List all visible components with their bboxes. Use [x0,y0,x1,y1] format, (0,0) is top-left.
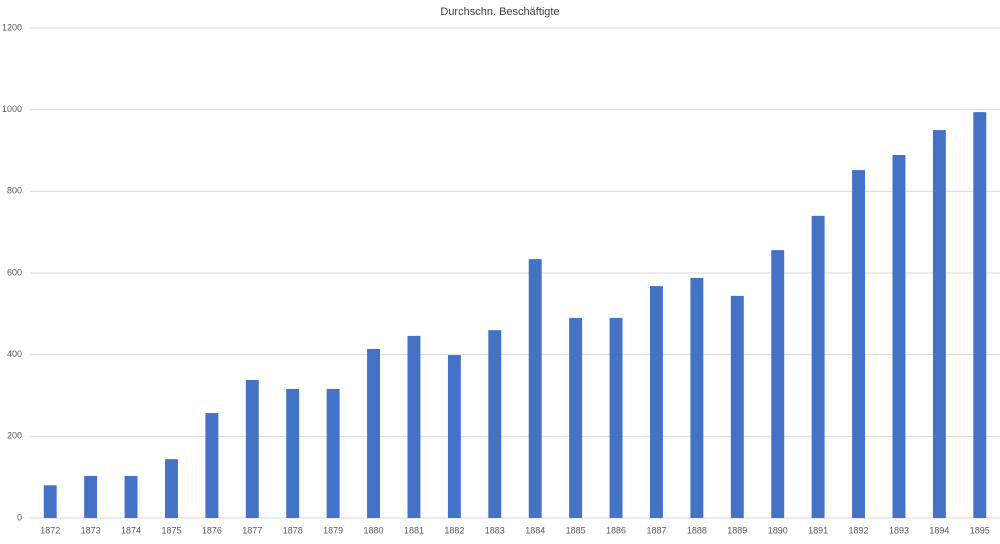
bar [286,388,300,518]
bar [488,330,502,518]
x-tick-label: 1892 [849,525,869,535]
bar [245,379,259,518]
x-tick-label: 1888 [687,525,707,535]
y-tick-label: 800 [7,186,22,196]
y-tick-label: 400 [7,349,22,359]
bar [932,130,946,519]
y-tick-label: 200 [7,431,22,441]
bar [164,459,178,518]
bar [649,286,663,518]
bar [124,475,138,518]
y-tick-label: 600 [7,267,22,277]
bar [528,259,542,518]
x-tick-label: 1891 [808,525,828,535]
bar [326,388,340,518]
bar [730,295,744,518]
x-tick-label: 1883 [485,525,505,535]
y-tick-label: 1000 [2,104,22,114]
x-tick-label: 1876 [202,525,222,535]
x-tick-label: 1884 [525,525,545,535]
chart-title: Durchschn. Beschäftigte [440,6,559,18]
y-tick-label: 1200 [2,22,22,32]
x-tick-label: 1875 [161,525,181,535]
bar [84,475,98,518]
x-tick-label: 1879 [323,525,343,535]
x-tick-label: 1881 [404,525,424,535]
x-tick-label: 1874 [121,525,141,535]
bar [609,317,623,518]
bar [690,277,704,518]
x-tick-label: 1877 [242,525,262,535]
bar [447,355,461,518]
x-tick-label: 1886 [606,525,626,535]
x-tick-label: 1882 [444,525,464,535]
bar [43,485,57,518]
x-tick-label: 1880 [364,525,384,535]
bar [569,317,583,518]
bar [771,250,785,518]
bar [407,335,421,518]
bar [367,348,381,518]
x-tick-label: 1895 [970,525,990,535]
x-tick-label: 1889 [727,525,747,535]
x-tick-label: 1887 [646,525,666,535]
x-tick-label: 1894 [929,525,949,535]
x-tick-label: 1890 [768,525,788,535]
bar [205,413,219,518]
x-tick-label: 1872 [40,525,60,535]
x-tick-label: 1885 [566,525,586,535]
x-tick-label: 1893 [889,525,909,535]
bar [892,154,906,518]
y-tick-label: 0 [17,512,22,522]
bar [811,215,825,519]
bar [973,112,987,518]
x-tick-label: 1878 [283,525,303,535]
bar [852,170,866,518]
x-tick-label: 1873 [81,525,101,535]
